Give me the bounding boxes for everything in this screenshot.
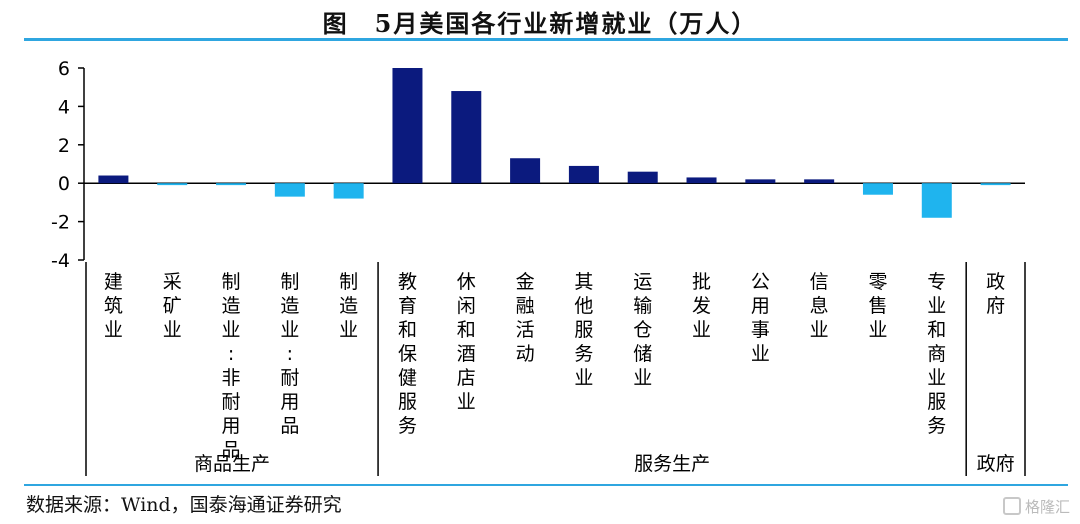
bar [98,175,129,184]
category-label: 建筑业 [104,271,123,341]
category-label: 制造业:耐用品 [280,271,299,437]
bar [333,183,364,199]
category-label: 公用事业 [751,271,770,365]
category-label: 政府 [986,271,1005,317]
bar [921,183,952,218]
footer-divider [24,484,1068,486]
y-tick-label: 4 [58,96,70,118]
category-label: 采矿业 [163,271,182,341]
bar [157,183,188,186]
category-label: 专业和商业服务 [927,271,946,437]
bar [216,183,247,186]
category-label: 休闲和酒店业 [457,271,476,413]
y-tick-label: -2 [51,212,70,234]
bar [451,91,482,184]
bar [274,183,305,197]
bar [745,179,776,184]
category-label: 其他服务业 [574,271,593,389]
bar [627,171,658,184]
bar-series [98,68,1011,218]
category-label: 教育和保健服务 [398,271,417,437]
group-label: 商品生产 [194,453,270,475]
bar-chart: 6 4 2 0 -2 -4 建筑业 采矿业 制造业:非耐用品 制造业:耐用品 制造业 教育和保健服务… [51,58,1026,476]
bar [392,68,423,184]
group-labels: 商品生产 服务生产 政府 [85,262,1026,476]
bar [510,158,541,184]
bar [686,177,717,184]
watermark: 格隆汇 [1002,496,1070,517]
y-tick-label: 6 [58,58,70,80]
category-labels: 建筑业 采矿业 制造业:非耐用品 制造业:耐用品 制造业 教育和保健服务 休闲和酒店业 金融活… [104,271,1005,461]
bar [980,183,1011,186]
bar [862,183,893,195]
group-label: 政府 [977,453,1015,475]
chart-title: 图 5月美国各行业新增就业（万人） [322,9,758,38]
category-label: 批发业 [692,271,711,341]
source-note: 数据来源：Wind，国泰海通证券研究 [26,494,342,516]
watermark-logo-icon [1002,497,1021,515]
category-label: 运输仓储业 [633,271,652,389]
category-label: 制造业 [339,271,358,341]
y-tick-label: 0 [58,173,70,195]
category-label: 信息业 [810,271,829,341]
category-label: 制造业:非耐用品 [222,271,241,461]
title-divider [24,38,1068,41]
bar [568,165,599,184]
y-tick-label: 2 [58,135,70,157]
category-label: 零售业 [868,271,887,341]
group-label: 服务生产 [634,453,710,475]
bar [804,179,835,184]
y-tick-label: -4 [51,250,70,272]
category-label: 金融活动 [516,271,535,365]
watermark-text: 格隆汇 [1024,498,1070,516]
